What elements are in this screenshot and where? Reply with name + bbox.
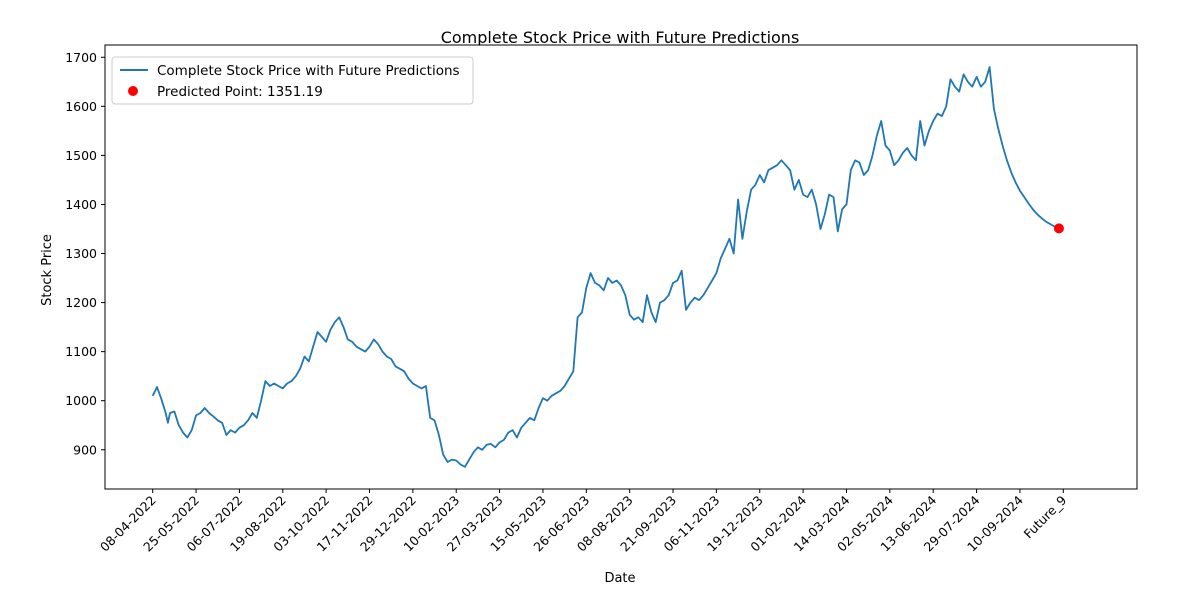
y-tick-label: 1700 <box>65 50 97 65</box>
plot-area <box>104 44 1138 490</box>
y-tick-label: 1200 <box>65 295 97 310</box>
series-layer <box>151 66 1064 468</box>
y-tick-label: 1400 <box>65 197 97 212</box>
x-axis-label: Date <box>604 571 635 586</box>
y-tick-label: 1000 <box>65 393 97 408</box>
predicted-point <box>1053 223 1064 234</box>
price-series-line <box>151 66 1060 468</box>
y-tick-label: 1300 <box>65 246 97 261</box>
y-tick-label: 1500 <box>65 148 97 163</box>
y-tick-label: 1100 <box>65 344 97 359</box>
legend-label-series: Complete Stock Price with Future Predict… <box>157 63 460 79</box>
y-axis: 900 1000 1100 1200 1300 1400 1500 1600 1700 <box>65 50 105 457</box>
legend-box <box>111 56 474 105</box>
legend-label-predicted: Predicted Point: 1351.19 <box>157 84 323 100</box>
legend-dot-swatch <box>128 86 138 96</box>
x-tick-label: Future_9 <box>1021 492 1070 541</box>
x-axis: 08-04-202225-05-202206-07-202219-08-2022… <box>97 489 1070 554</box>
chart-title: Complete Stock Price with Future Predict… <box>441 28 800 47</box>
y-tick-label: 900 <box>73 442 97 457</box>
legend: Complete Stock Price with Future Predict… <box>111 56 474 105</box>
y-tick-label: 1600 <box>65 99 97 114</box>
y-axis-label: Stock Price <box>40 234 55 306</box>
